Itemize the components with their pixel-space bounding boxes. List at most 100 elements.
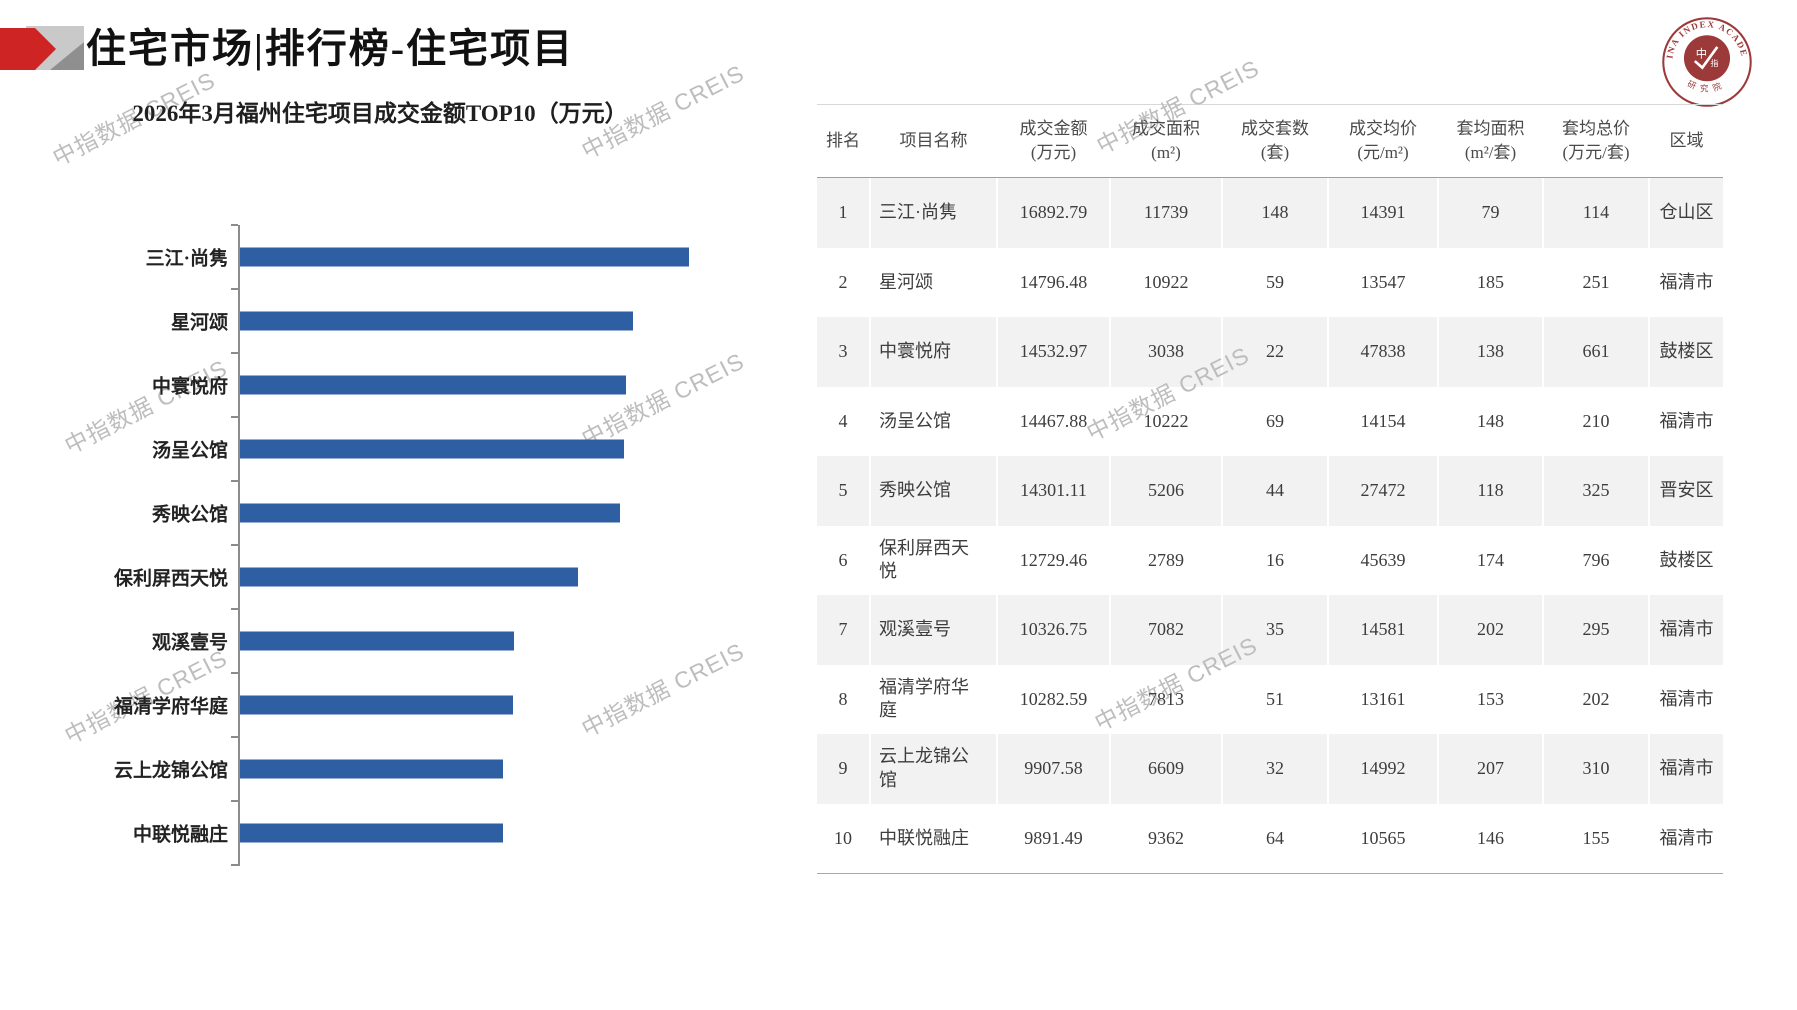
ranking-table: 排名 项目名称 成交金额 (万元) 成交面积 (m²) 成交套数 (套) 成交均价 (元/m²) 套… [817,104,1723,874]
table-cell: 12729.46 [1019,549,1088,570]
table-header-line2: (m²/套) [1464,143,1517,162]
table-cell: 16 [1266,549,1284,570]
table-cell: 福清学府华庭 [879,676,969,721]
table-cell: 185 [1477,271,1504,292]
table-cell: 32 [1223,734,1327,804]
table-cell: 鼓楼区 [1650,317,1723,387]
table-cell: 5 [817,456,869,526]
table-cell: 35 [1223,595,1327,665]
table-header-line2: (套) [1260,143,1290,162]
chart-bar [240,759,504,779]
table-cell: 7 [817,595,869,665]
chart-category-row: 中寰悦府 [60,352,800,417]
table-cell: 10 [834,827,852,848]
table-cell: 325 [1544,456,1648,526]
table-cell: 13547 [1360,271,1406,292]
table-cell: 44 [1223,456,1327,526]
table-cell: 210 [1582,410,1610,431]
chart-axis-tick [231,864,238,866]
table-cell: 仓山区 [1650,178,1723,248]
chart-category-label: 星河颂 [170,312,228,334]
table-cell: 三江·尚隽 [871,178,996,248]
table-cell: 155 [1582,827,1610,848]
chart-category-label: 中寰悦府 [151,376,228,398]
table-header-line1: 成交均价 [1349,119,1417,139]
table-cell: 星河颂 [879,271,933,292]
chart-category-label: 云上龙锦公馆 [113,760,228,782]
table-header-cell: 套均面积 (m²/套) [1439,117,1542,165]
table-cell: 1 [817,178,869,248]
chart-category-label: 观溪壹号 [151,632,228,654]
table-cell: 9362 [1148,827,1184,848]
table-cell: 14532.97 [998,317,1109,387]
table-header-line2: (万元/套) [1562,143,1630,162]
table-cell: 118 [1439,456,1542,526]
table-row: 6 保利屏西天悦 12729.46 2789 16 45639 174 796 鼓楼区 [817,526,1723,596]
table-cell: 59 [1266,271,1284,292]
table-cell: 14581 [1329,595,1437,665]
table-cell: 14796.48 [1019,271,1088,292]
table-cell: 保利屏西天悦 [879,537,969,582]
chart-bar-track [240,631,718,651]
table-header-line1: 套均总价 [1562,119,1630,139]
table-cell: 251 [1582,271,1610,292]
table-cell: 114 [1544,178,1648,248]
table-header-line1: 成交套数 [1241,119,1309,139]
chart-category-label: 保利屏西天悦 [113,568,228,590]
chart-category-label: 福清学府华庭 [113,696,228,718]
table-header: 排名 项目名称 成交金额 (万元) 成交面积 (m²) 成交套数 (套) 成交均价 (元/m²) 套… [817,104,1723,178]
table-cell: 3038 [1111,317,1221,387]
table-cell: 14391 [1329,178,1437,248]
table-cell: 2789 [1148,549,1184,570]
table-cell: 69 [1266,410,1284,431]
table-cell: 14154 [1360,410,1406,431]
table-cell: 7813 [1148,688,1184,709]
table-cell: 福清市 [1650,595,1723,665]
seal-char-zhong: 中 [1696,47,1707,60]
table-header-cell: 成交面积 (m²) [1111,117,1221,165]
chart-bar [240,567,579,587]
table-cell: 2 [838,271,848,292]
table-header-cell: 区域 [1650,129,1723,153]
table-cell: 3 [817,317,869,387]
table-body: 1 三江·尚隽 16892.79 11739 148 14391 79 114 仓山区 2 星河颂 1… [817,178,1723,874]
table-cell: 207 [1439,734,1542,804]
table-header-line1: 区域 [1669,131,1704,151]
table-cell: 10282.59 [1019,688,1088,709]
chart-bar [240,503,620,523]
table-cell: 79 [1439,178,1542,248]
table-row: 1 三江·尚隽 16892.79 11739 148 14391 79 114 仓山区 [817,178,1723,248]
table-row: 2 星河颂 14796.48 10922 59 13547 185 251 福清市 [817,248,1723,318]
table-cell: 14467.88 [1019,410,1088,431]
table-row: 3 中寰悦府 14532.97 3038 22 47838 138 661 鼓楼区 [817,317,1723,387]
chart-bar [240,823,503,843]
table-cell: 22 [1223,317,1327,387]
bar-chart-rows: 三江·尚隽 星河颂 中寰悦府 汤呈公馆 秀映公馆 保利屏西天悦 观溪壹号 福清学府华庭 云上龙锦… [60,224,800,865]
table-cell: 福清市 [1659,271,1714,292]
table-header-cell: 成交套数 (套) [1223,117,1327,165]
china-index-academy-seal-icon: CHINA INDEX ACADEMY 研究院 中 指 [1660,15,1752,107]
table-cell: 51 [1266,688,1284,709]
table-cell: 10326.75 [998,595,1109,665]
chart-category-row: 汤呈公馆 [60,416,800,481]
table-cell: 观溪壹号 [871,595,996,665]
table-cell: 148 [1223,178,1327,248]
table-cell: 5206 [1111,456,1221,526]
table-cell: 47838 [1329,317,1437,387]
table-header-line1: 成交金额 [1019,119,1088,139]
seal-char-zhi: 指 [1711,58,1719,68]
table-cell: 11739 [1111,178,1221,248]
table-cell: 7082 [1111,595,1221,665]
table-row: 7 观溪壹号 10326.75 7082 35 14581 202 295 福清市 [817,595,1723,665]
chart-bar [240,439,625,459]
chart-bar-track [240,375,718,395]
table-cell: 福清市 [1659,827,1714,848]
table-cell: 295 [1544,595,1648,665]
table-cell: 64 [1266,827,1284,848]
table-header-cell: 排名 [817,129,869,153]
table-cell: 9 [817,734,869,804]
chart-category-label: 中联悦融庄 [132,824,228,846]
table-cell: 14992 [1329,734,1437,804]
table-cell: 福清市 [1650,734,1723,804]
